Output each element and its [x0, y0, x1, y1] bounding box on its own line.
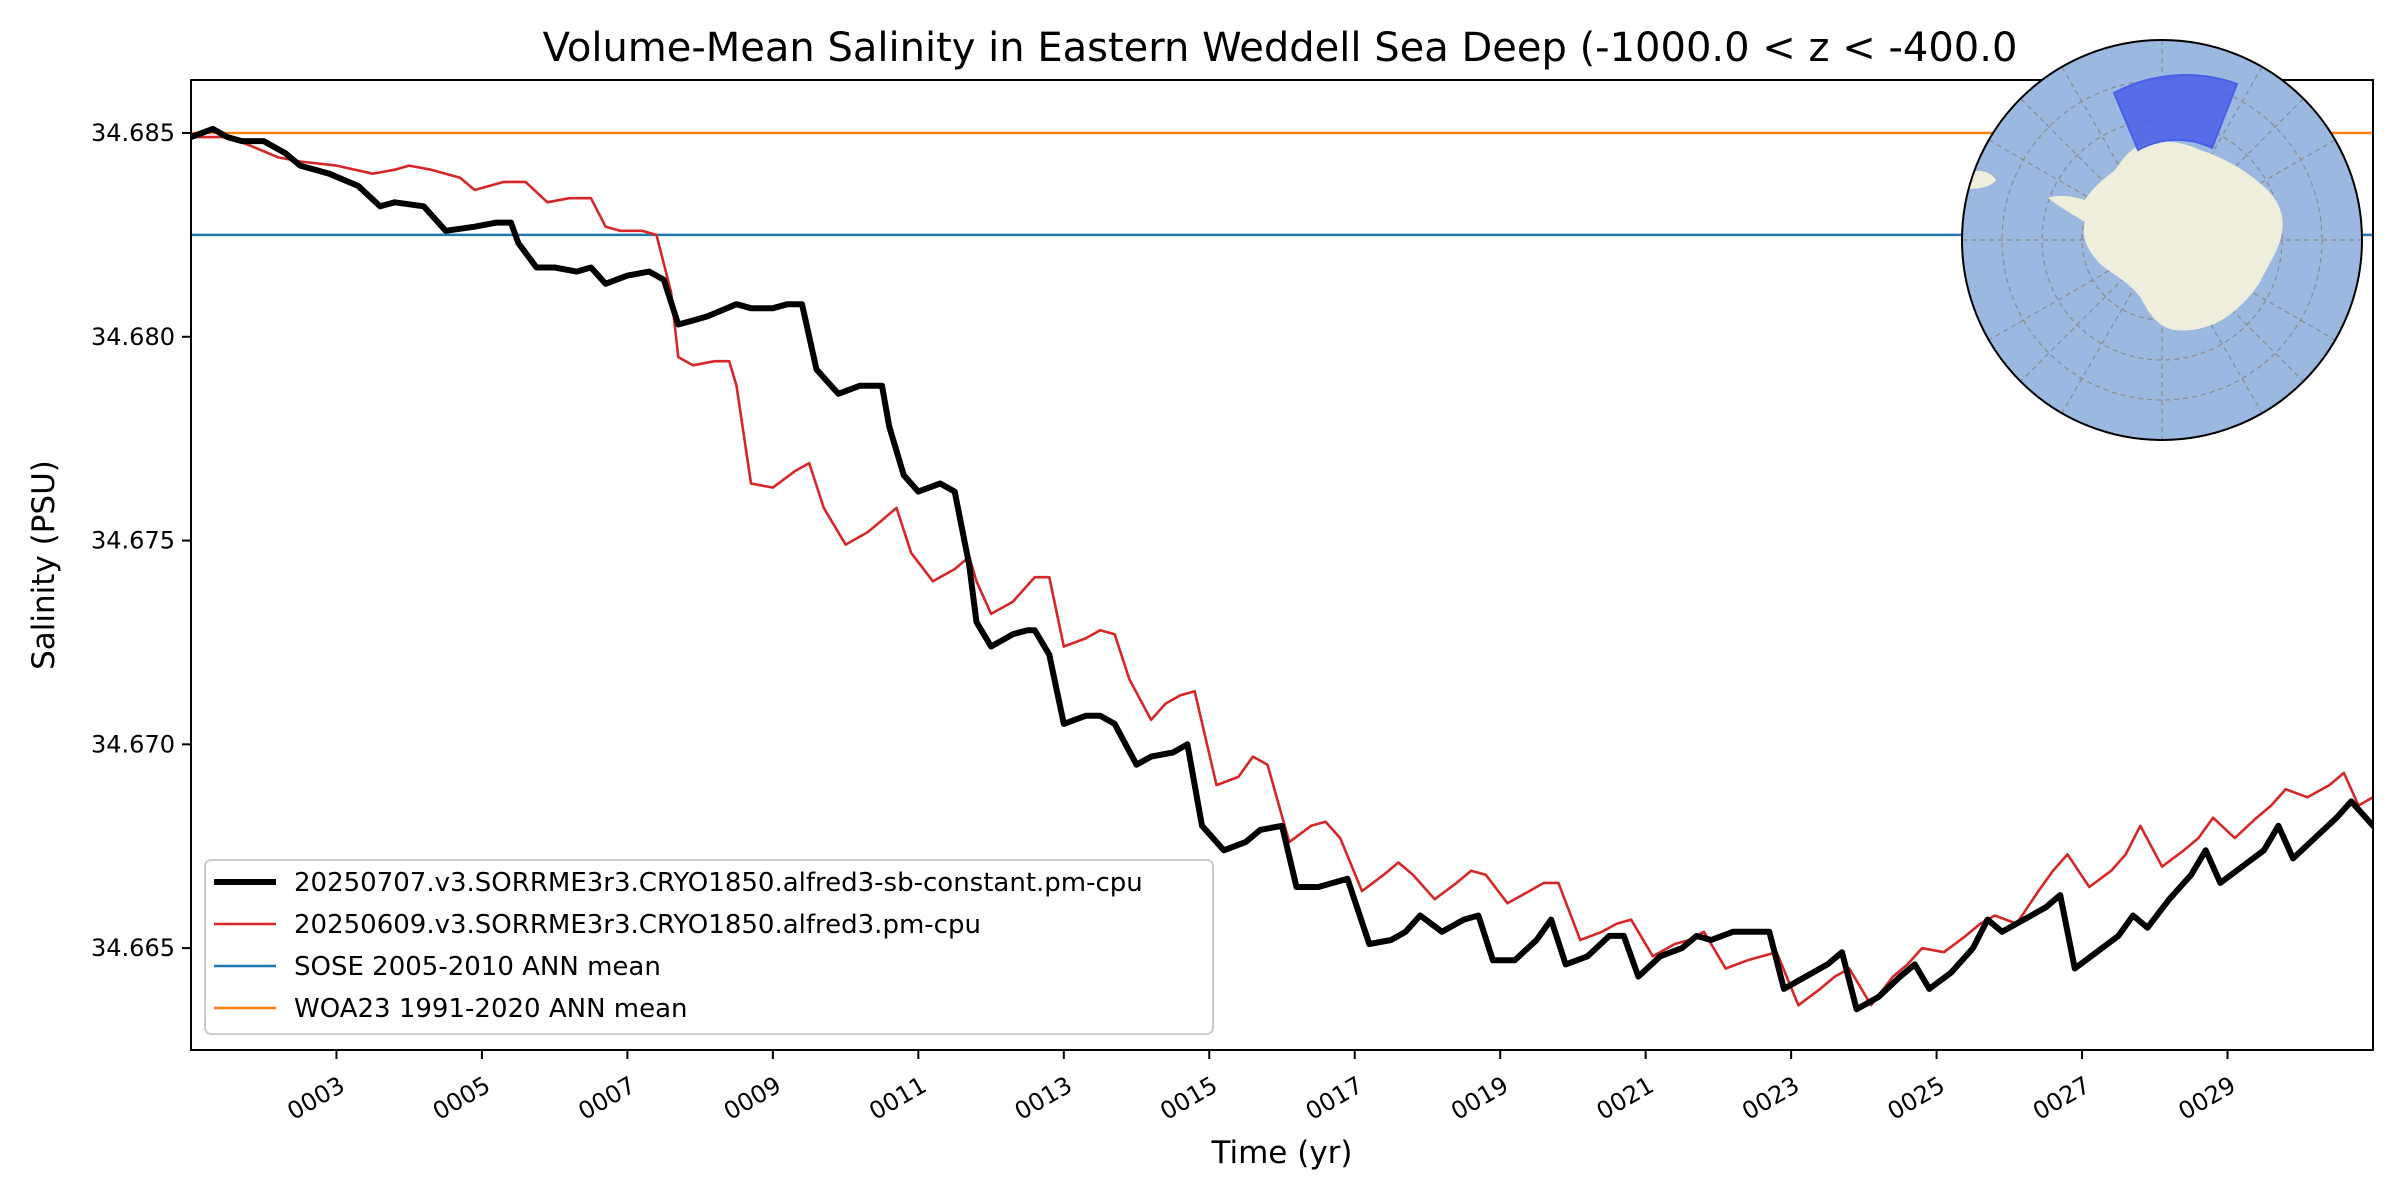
y-tick-label: 34.680: [91, 323, 175, 351]
x-tick-label: 0009: [719, 1071, 786, 1126]
y-tick-label: 34.675: [91, 527, 175, 555]
series-lines: [191, 125, 2373, 1013]
legend-frame: [204, 859, 1214, 1035]
x-tick-label: 0017: [1301, 1071, 1368, 1126]
x-tick-label: 0005: [428, 1071, 495, 1126]
x-tick-label: 0025: [1883, 1071, 1950, 1126]
x-tick-label: 0027: [2028, 1071, 2095, 1126]
y-tick-label: 34.665: [91, 934, 175, 962]
legend-label: WOA23 1991-2020 ANN mean: [294, 994, 688, 1024]
x-tick-label: 0021: [1592, 1071, 1659, 1126]
series-line: [191, 125, 2373, 1013]
x-axis-label: Time (yr): [1211, 1135, 1353, 1171]
x-tick-label: 0019: [1446, 1071, 1513, 1126]
legend: 20250707.v3.SORRME3r3.CRYO1850.alfred3-s…: [204, 859, 1214, 1035]
x-tick-label: 0011: [864, 1071, 931, 1126]
x-tick-label: 0013: [1010, 1071, 1077, 1126]
legend-label: 20250609.v3.SORRME3r3.CRYO1850.alfred3.p…: [294, 910, 981, 940]
y-axis-label: Salinity (PSU): [26, 460, 62, 670]
x-tick-label: 0007: [574, 1071, 641, 1126]
x-tick-label: 0029: [2174, 1071, 2241, 1126]
x-tick-label: 0003: [283, 1071, 350, 1126]
legend-label: 20250707.v3.SORRME3r3.CRYO1850.alfred3-s…: [294, 868, 1143, 898]
y-tick-label: 34.685: [91, 119, 175, 147]
eastern-weddell-region: [2112, 74, 2239, 152]
y-axis: 34.665 34.670 34.675 34.680 34.685: [91, 119, 191, 962]
legend-label: SOSE 2005-2010 ANN mean: [294, 952, 661, 982]
y-tick-label: 34.670: [91, 730, 175, 758]
series-line: [191, 135, 2373, 1007]
x-axis: 0003 0005 0007 0009 0011 0013 0015 0017 0019 0021…: [283, 1050, 2241, 1126]
inset-map: [1961, 39, 2363, 441]
antarctica-landmass: [2048, 141, 2283, 331]
chart-title: Volume-Mean Salinity in Eastern Weddell …: [543, 25, 2018, 71]
x-tick-label: 0015: [1155, 1071, 1222, 1126]
x-tick-label: 0023: [1737, 1071, 1804, 1126]
plot-frame: [190, 79, 2374, 1051]
map-border: [1961, 39, 2363, 441]
